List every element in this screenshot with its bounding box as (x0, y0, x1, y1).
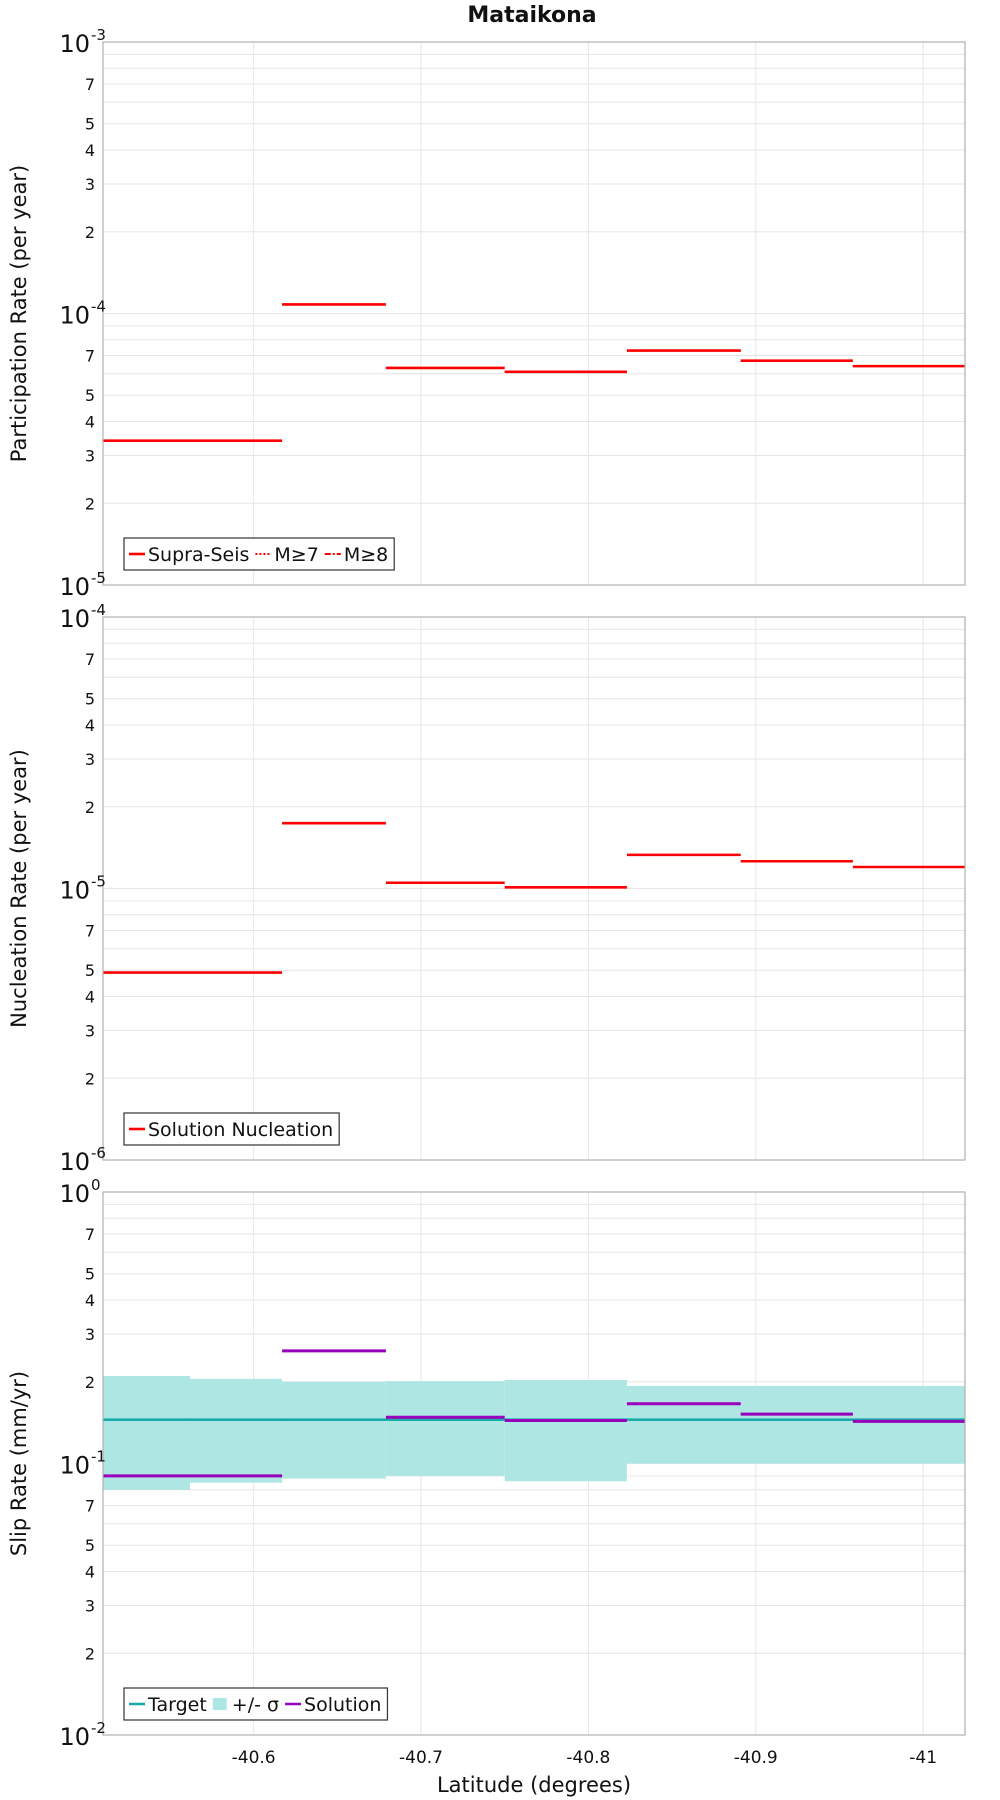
x-tick-label: -40.7 (399, 1748, 443, 1768)
y-tick-label: 10 (59, 1180, 90, 1208)
x-axis-label: Latitude (degrees) (437, 1773, 631, 1797)
y-tick-exponent: 0 (91, 1176, 101, 1194)
y-tick-label-minor: 5 (85, 1536, 95, 1555)
legend-box (123, 1687, 389, 1721)
y-tick-label-minor: 7 (85, 347, 95, 366)
y-tick-label-minor: 3 (85, 750, 95, 769)
y-tick-label-minor: 3 (85, 1325, 95, 1344)
y-tick-label-minor: 3 (85, 446, 95, 465)
y-tick-exponent: -5 (91, 569, 106, 587)
y-tick-label: 10 (59, 573, 90, 601)
y-tick-label-minor: 4 (85, 716, 95, 735)
x-tick-label: -40.8 (566, 1748, 610, 1768)
x-tick-label: -40.9 (734, 1748, 778, 1768)
y-axis-label: Participation Rate (per year) (7, 165, 31, 462)
legend: Supra-Seis M≥7 M≥8 (123, 537, 395, 571)
y-tick-label-minor: 5 (85, 386, 95, 405)
y-tick-label-minor: 2 (85, 1069, 95, 1088)
y-tick-label-minor: 3 (85, 1021, 95, 1040)
y-tick-label-minor: 4 (85, 1291, 95, 1310)
legend-label: +/- σ (232, 1694, 279, 1716)
legend-label: Supra-Seis (148, 544, 249, 566)
legend-label: M≥8 (344, 544, 388, 566)
legend-label: Target (147, 1694, 207, 1716)
y-tick-exponent: -1 (91, 1448, 106, 1466)
y-tick-label-minor: 5 (85, 115, 95, 134)
legend: Solution Nucleation (123, 1112, 340, 1146)
sigma-band (103, 1376, 191, 1490)
y-tick-label-minor: 5 (85, 690, 95, 709)
y-tick-label-minor: 7 (85, 650, 95, 669)
y-tick-label-minor: 4 (85, 141, 95, 160)
plot-frame (102, 41, 966, 586)
y-tick-label: 10 (59, 1723, 90, 1751)
y-tick-label: 10 (59, 302, 90, 330)
sigma-band (190, 1378, 283, 1483)
y-tick-exponent: -5 (91, 873, 106, 891)
legend-label: Solution Nucleation (148, 1119, 333, 1141)
sigma-band (626, 1385, 965, 1464)
y-tick-label-minor: 4 (85, 413, 95, 432)
plot-frame (102, 1191, 966, 1736)
sigma-band (385, 1381, 505, 1476)
y-tick-label-minor: 5 (85, 1265, 95, 1284)
legend-label: Solution (304, 1694, 381, 1716)
y-tick-label-minor: 2 (85, 1644, 95, 1663)
y-tick-label-minor: 7 (85, 922, 95, 941)
y-axis-label: Slip Rate (mm/yr) (7, 1371, 31, 1556)
y-tick-exponent: -3 (91, 26, 106, 44)
chart-title: Mataikona (467, 3, 596, 28)
sigma-band (282, 1381, 386, 1479)
y-tick-label-minor: 7 (85, 75, 95, 94)
legend-swatch (212, 1698, 227, 1710)
y-tick-label-minor: 2 (85, 798, 95, 817)
y-tick-label: 10 (59, 1148, 90, 1176)
sigma-band (504, 1380, 627, 1482)
y-tick-exponent: -6 (91, 1144, 106, 1162)
x-tick-label: -41 (909, 1748, 937, 1768)
y-tick-label: 10 (59, 30, 90, 58)
y-tick-label-minor: 7 (85, 1497, 95, 1516)
y-tick-label-minor: 5 (85, 961, 95, 980)
y-tick-label: 10 (59, 1452, 90, 1480)
y-tick-exponent: -4 (91, 601, 106, 619)
y-axis-label: Nucleation Rate (per year) (7, 749, 31, 1028)
legend-box (123, 537, 395, 571)
legend: Target +/- σ Solution (123, 1687, 389, 1721)
y-tick-label-minor: 7 (85, 1225, 95, 1244)
y-tick-exponent: -2 (91, 1719, 106, 1737)
legend-box (123, 1112, 340, 1146)
y-tick-label-minor: 3 (85, 175, 95, 194)
y-tick-label-minor: 3 (85, 1596, 95, 1615)
plot-frame (102, 616, 966, 1161)
y-tick-label-minor: 2 (85, 494, 95, 513)
x-tick-label: -40.6 (232, 1748, 276, 1768)
y-tick-label: 10 (59, 877, 90, 905)
y-tick-exponent: -4 (91, 298, 106, 316)
y-tick-label-minor: 4 (85, 1563, 95, 1582)
y-tick-label-minor: 4 (85, 988, 95, 1007)
y-tick-label-minor: 2 (85, 1373, 95, 1392)
legend-label: M≥7 (274, 544, 318, 566)
y-tick-label-minor: 2 (85, 223, 95, 242)
y-tick-label: 10 (59, 605, 90, 633)
